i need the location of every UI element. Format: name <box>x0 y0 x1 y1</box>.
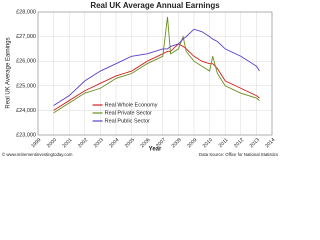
y-tick-label: £26,000 <box>16 59 36 65</box>
background <box>0 0 280 158</box>
plot-border <box>37 11 273 136</box>
series-line <box>53 28 260 106</box>
y-tick-label: £27,000 <box>16 34 36 40</box>
source: Data Source: Office for National Statist… <box>199 152 278 157</box>
legend-label: Real Private Sector <box>105 110 153 116</box>
chart-title: Real UK Average Annual Earnings <box>90 1 220 10</box>
credit: © www.retirementinvestingtoday.com <box>2 152 73 157</box>
y-tick-label: £23,000 <box>16 132 36 138</box>
chart: Real UK Average Annual Earnings Real UK … <box>0 0 280 158</box>
legend-label: Real Whole Economy <box>105 102 158 108</box>
y-tick-label: £28,000 <box>16 9 36 15</box>
series-line <box>53 43 260 111</box>
x-axis-label: Year <box>149 147 162 153</box>
series-line <box>53 16 260 114</box>
y-tick-label: £24,000 <box>16 108 36 114</box>
y-tick-label: £25,000 <box>16 83 36 89</box>
y-axis-label: Real UK Average Earnings <box>6 37 12 108</box>
legend-label: Real Public Sector <box>105 118 150 124</box>
